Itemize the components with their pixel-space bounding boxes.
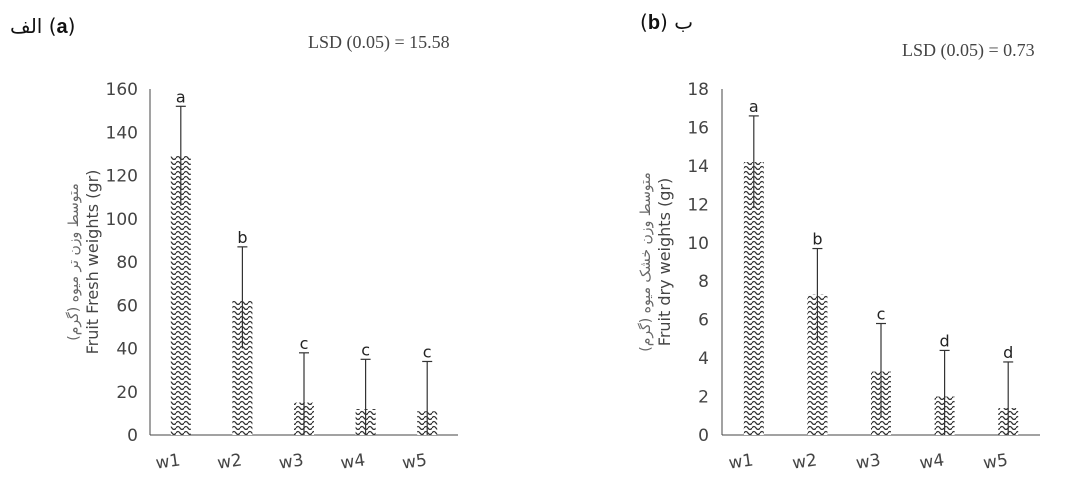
b-bar-w2 bbox=[807, 294, 828, 435]
b-category-label: w4 bbox=[918, 450, 945, 473]
a-category-label: w1 bbox=[154, 450, 181, 473]
panel-b-lsd: LSD (0.05) = 0.73 bbox=[902, 40, 1035, 60]
a-significance-label: b bbox=[237, 228, 247, 247]
b-significance-label: d bbox=[940, 331, 950, 350]
a-significance-label: a bbox=[176, 87, 186, 106]
b-category-label: w3 bbox=[855, 450, 882, 473]
a-category-label: w4 bbox=[339, 450, 366, 473]
a-y-tick-label: 120 bbox=[106, 167, 138, 187]
a-y-axis-title-fa: متوسط وزن تر میوه (گرم) bbox=[65, 183, 82, 340]
a-y-tick-label: 60 bbox=[116, 296, 138, 316]
b-bar-w1 bbox=[743, 162, 764, 436]
b-y-tick-label: 8 bbox=[698, 272, 709, 292]
a-y-tick-label: 140 bbox=[106, 123, 138, 143]
b-significance-label: b bbox=[812, 230, 822, 249]
b-category-label: w5 bbox=[982, 450, 1009, 473]
a-category-label: w2 bbox=[216, 450, 243, 473]
b-y-tick-label: 0 bbox=[698, 426, 709, 446]
b-y-axis-title-fa: متوسط وزن خشک میوه (گرم) bbox=[637, 172, 654, 352]
panel-b-label-fa: ب bbox=[674, 10, 694, 34]
b-significance-label: d bbox=[1003, 343, 1013, 362]
a-category-label: w3 bbox=[278, 450, 305, 473]
a-y-axis-title: Fruit Fresh weights (gr) bbox=[83, 170, 102, 355]
b-y-tick-label: 2 bbox=[698, 388, 709, 408]
a-y-tick-label: 40 bbox=[116, 340, 138, 360]
panel-a-label-fa: الف bbox=[10, 14, 43, 38]
panel-a-label-en: a bbox=[56, 16, 68, 38]
b-y-tick-label: 4 bbox=[698, 349, 709, 369]
a-y-tick-label: 80 bbox=[116, 253, 138, 273]
panel-a-label: الف (a) bbox=[10, 14, 76, 38]
a-significance-label: c bbox=[300, 334, 309, 353]
a-y-tick-label: 100 bbox=[106, 210, 138, 230]
chart-dry-weight: 0 2 4 6 8 10 12 14 16 18 a w1 b w2 c w3 d w4 d w5 Fruit dry … bbox=[637, 80, 1040, 474]
b-significance-label: c bbox=[877, 305, 886, 324]
b-significance-label: a bbox=[749, 97, 759, 116]
b-y-tick-label: 12 bbox=[687, 195, 709, 215]
a-y-tick-label: 20 bbox=[116, 383, 138, 403]
b-y-axis-title: Fruit dry weights (gr) bbox=[655, 178, 674, 346]
a-y-tick-label: 160 bbox=[106, 80, 138, 100]
b-y-tick-label: 10 bbox=[687, 234, 709, 254]
a-significance-label: c bbox=[423, 342, 432, 361]
a-significance-label: c bbox=[361, 340, 370, 359]
a-bar-w1 bbox=[170, 156, 191, 435]
panel-a-lsd: LSD (0.05) = 15.58 bbox=[308, 32, 450, 52]
b-category-label: w2 bbox=[791, 450, 818, 473]
a-y-tick-label: 0 bbox=[127, 426, 138, 446]
b-y-tick-label: 18 bbox=[687, 80, 709, 100]
b-y-tick-label: 16 bbox=[687, 118, 709, 138]
a-category-label: w5 bbox=[401, 450, 428, 473]
b-y-tick-label: 6 bbox=[698, 311, 709, 331]
panel-b-label-en: b bbox=[647, 12, 661, 34]
panel-b-label: (b) ب bbox=[640, 10, 694, 34]
b-category-label: w1 bbox=[727, 450, 754, 473]
b-y-tick-label: 14 bbox=[687, 157, 709, 177]
a-bar-w2 bbox=[232, 300, 253, 435]
chart-fresh-weight: 0 20 40 60 80 100 120 140 160 a w1 b w2 c w3 c w4 c w5 Frui… bbox=[65, 80, 458, 474]
